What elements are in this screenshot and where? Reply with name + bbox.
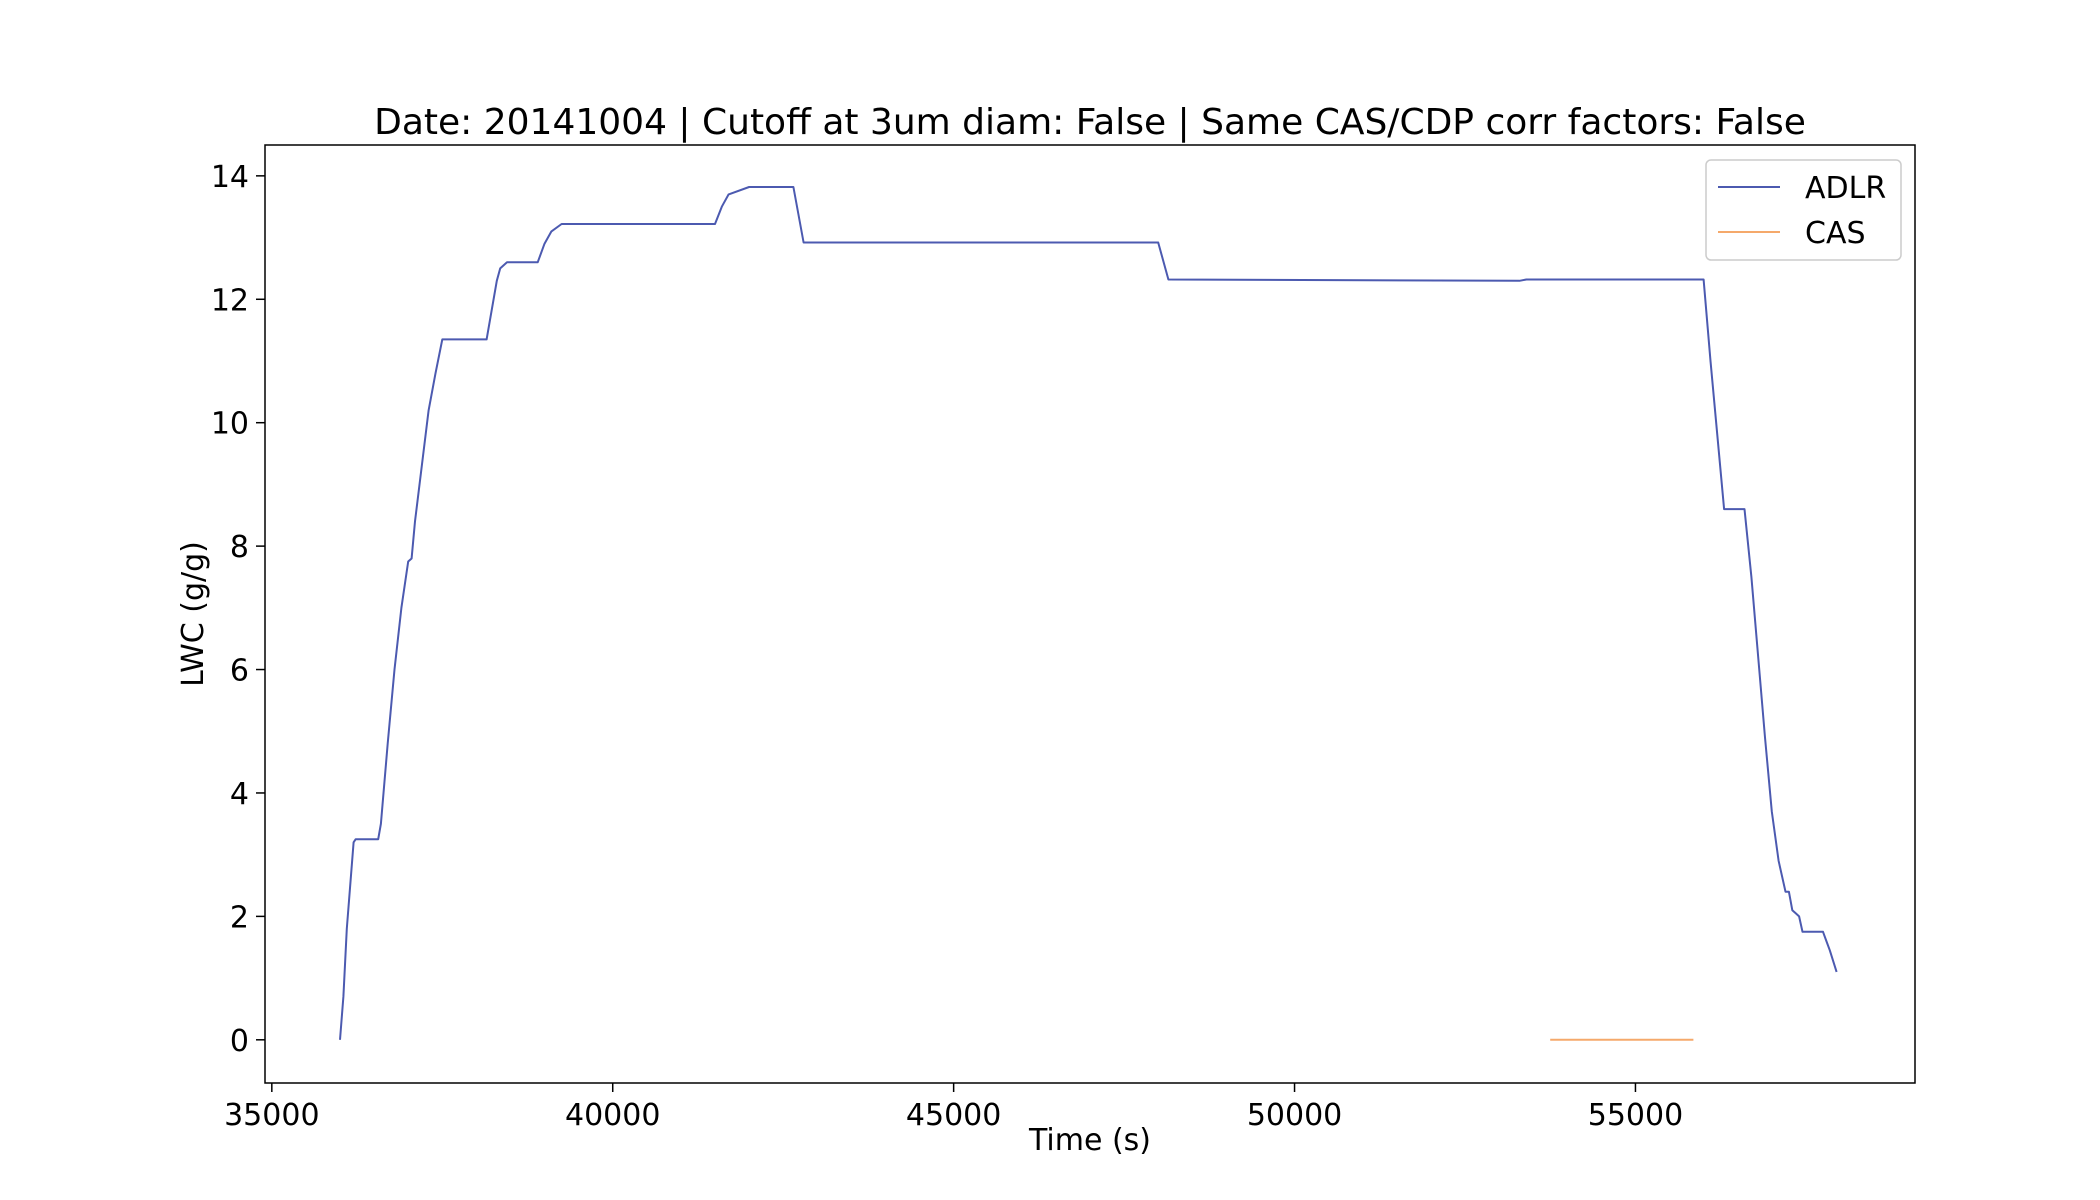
y-tick-label: 2 [230, 900, 249, 935]
legend: ADLR CAS [1705, 159, 1902, 261]
plot-frame [264, 144, 1916, 1084]
y-tick-label: 8 [230, 530, 249, 565]
legend-frame [1705, 159, 1902, 261]
x-axis-label: Time (s) [1028, 1123, 1151, 1158]
series-layer [339, 186, 1838, 1041]
x-axis: 35000 40000 45000 50000 55000 [224, 1083, 1683, 1133]
y-tick-label: 12 [211, 283, 249, 318]
legend-label-cas: CAS [1805, 216, 1866, 251]
chart-title: Date: 20141004 | Cutoff at 3um diam: Fal… [374, 102, 1806, 143]
series-line-adlr [339, 186, 1838, 1040]
y-tick-label: 4 [230, 777, 249, 812]
x-tick-label: 35000 [224, 1098, 319, 1133]
x-tick-label: 45000 [906, 1098, 1001, 1133]
x-tick-label: 40000 [565, 1098, 660, 1133]
y-tick-label: 10 [211, 407, 249, 442]
y-tick-label: 14 [211, 160, 249, 195]
y-axis-label: LWC (g/g) [176, 541, 211, 687]
plot-area [265, 145, 1915, 1083]
x-tick-label: 50000 [1247, 1098, 1342, 1133]
y-axis: 0 2 4 6 8 10 12 14 [211, 160, 265, 1059]
legend-label-adlr: ADLR [1805, 171, 1886, 206]
y-tick-label: 6 [230, 654, 249, 689]
y-tick-label: 0 [230, 1024, 249, 1059]
x-tick-label: 55000 [1588, 1098, 1683, 1133]
